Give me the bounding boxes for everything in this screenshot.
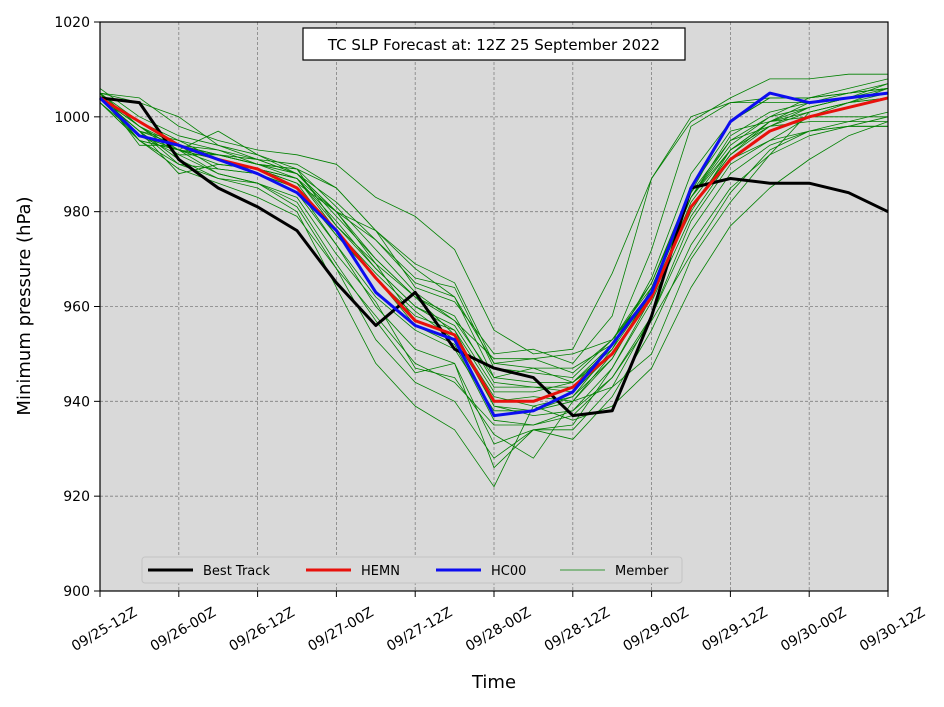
grid [100, 22, 888, 591]
x-tick-label: 09/29-00Z [621, 605, 692, 655]
x-tick-label: 09/26-12Z [227, 605, 298, 655]
x-tick-label: 09/28-00Z [463, 605, 534, 655]
legend-box [141, 556, 683, 584]
member-line [99, 92, 888, 360]
chart-title: TC SLP Forecast at: 12Z 25 September 202… [327, 36, 660, 54]
legend-label: Best Track [203, 564, 270, 579]
y-axis-label: Minimum pressure (hPa) [14, 196, 35, 415]
y-tick-label: 900 [63, 584, 90, 600]
y-axis: 900 920 940 960 980 1000 1020 [54, 15, 100, 600]
x-tick-label: 09/30-00Z [778, 605, 849, 655]
y-tick-label: 920 [63, 489, 90, 505]
hc00-line [98, 91, 889, 418]
legend-label: Member [615, 564, 669, 579]
member-line [99, 78, 889, 407]
x-axis-label: Time [471, 672, 516, 693]
x-tick-label: 09/26-00Z [148, 605, 219, 655]
member-line [99, 73, 888, 355]
member-line [99, 88, 889, 426]
x-axis: 09/25-12Z 09/26-00Z 09/26-12Z 09/27-00Z 09/2… [69, 591, 928, 655]
y-tick-label: 980 [63, 205, 90, 221]
y-tick-label: 1020 [54, 15, 90, 31]
legend-label: HEMN [361, 564, 400, 579]
x-tick-label: 09/28-12Z [542, 605, 613, 655]
member-line [99, 92, 888, 388]
best-track-line [99, 96, 889, 418]
y-tick-label: 940 [63, 394, 90, 410]
x-tick-label: 09/29-12Z [699, 605, 770, 655]
member-line [99, 92, 889, 426]
title-box: TC SLP Forecast at: 12Z 25 September 202… [302, 27, 686, 61]
x-tick-label: 09/27-12Z [384, 605, 455, 655]
y-tick-label: 1000 [54, 110, 90, 126]
legend-label: HC00 [491, 564, 526, 579]
legend: Best Track HEMN HC00 Member [141, 556, 683, 584]
member-line [99, 97, 889, 488]
member-line [99, 102, 889, 469]
x-tick-label: 09/27-00Z [305, 605, 376, 655]
x-tick-label: 09/30-12Z [857, 605, 928, 655]
main-lines [98, 91, 889, 418]
x-tick-label: 09/25-12Z [69, 605, 140, 655]
member-line [99, 97, 889, 459]
y-tick-label: 960 [63, 300, 90, 316]
